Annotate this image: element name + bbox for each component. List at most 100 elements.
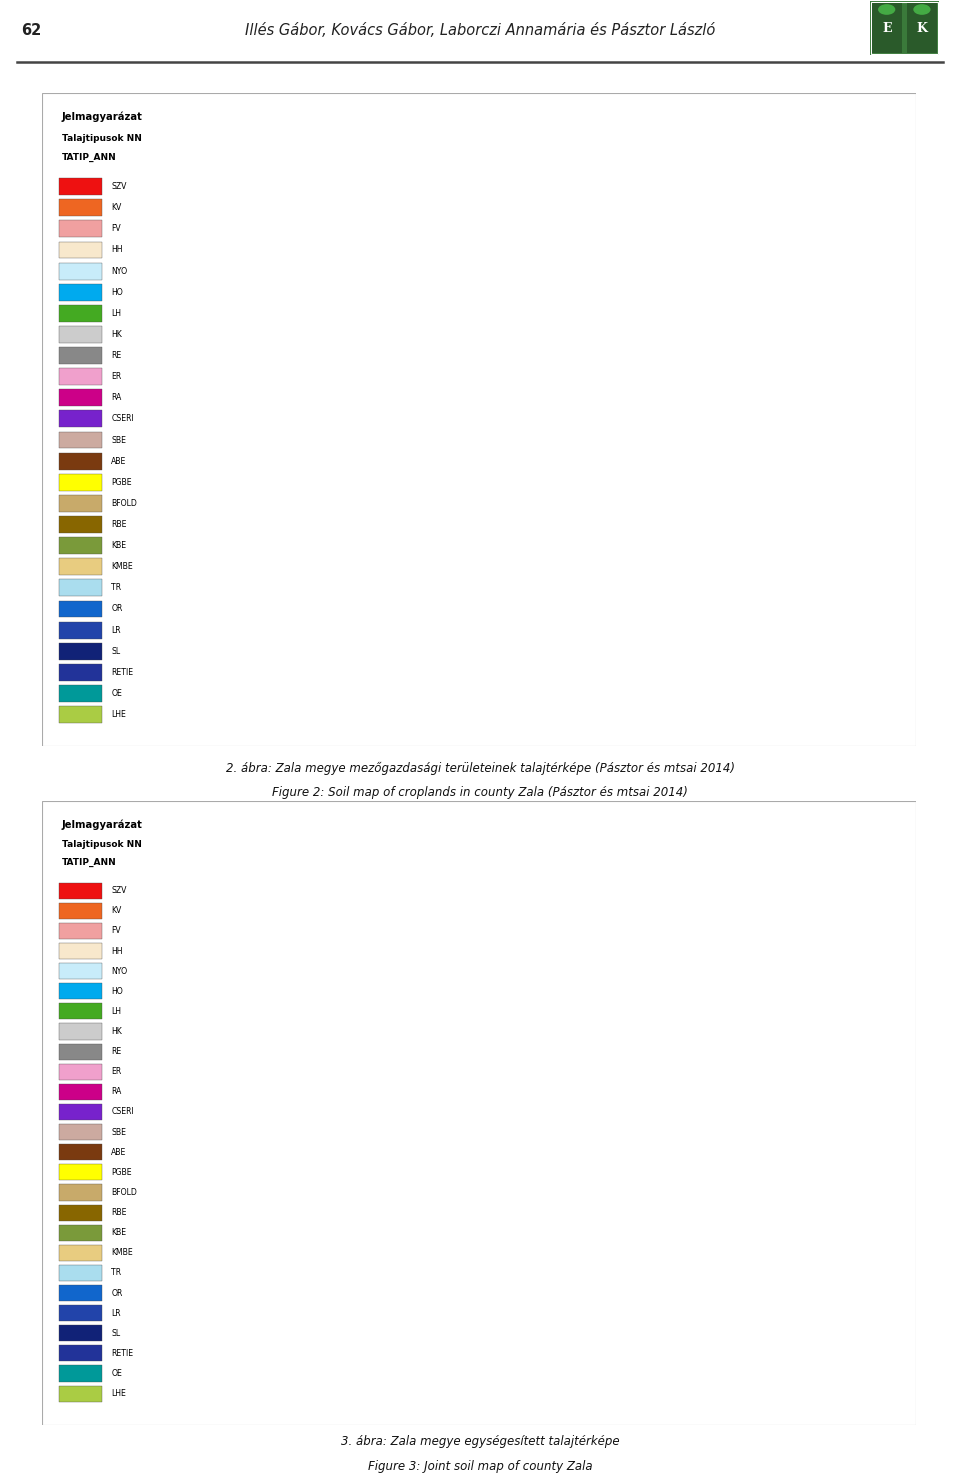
Text: PGBE: PGBE <box>111 1168 132 1177</box>
Text: LH: LH <box>111 309 121 318</box>
Bar <box>59 558 103 576</box>
Text: SBE: SBE <box>111 1128 126 1137</box>
Text: TR: TR <box>111 583 121 592</box>
Text: SZV: SZV <box>111 183 127 191</box>
Text: RE: RE <box>111 352 122 361</box>
Text: LHE: LHE <box>111 1389 126 1398</box>
Bar <box>59 1325 103 1342</box>
Bar <box>59 1144 103 1160</box>
Text: 62: 62 <box>21 24 41 39</box>
Bar <box>59 283 103 301</box>
Bar <box>59 942 103 959</box>
Text: RBE: RBE <box>111 519 127 528</box>
Text: LR: LR <box>111 1309 121 1318</box>
Text: BFOLD: BFOLD <box>111 1189 137 1198</box>
Text: SL: SL <box>111 1328 120 1337</box>
Text: Talajtipusok NN: Talajtipusok NN <box>61 840 141 849</box>
Bar <box>59 199 103 217</box>
Text: ER: ER <box>111 1067 122 1076</box>
Bar <box>59 1386 103 1402</box>
Text: KV: KV <box>111 907 122 916</box>
Bar <box>59 326 103 343</box>
Text: HH: HH <box>111 245 123 254</box>
Bar <box>59 902 103 919</box>
Bar <box>59 221 103 237</box>
Bar <box>59 963 103 979</box>
Bar <box>59 432 103 448</box>
Bar <box>59 601 103 617</box>
Text: PGBE: PGBE <box>111 478 132 487</box>
Text: SL: SL <box>111 647 120 656</box>
Text: CSERI: CSERI <box>111 414 134 423</box>
Text: HK: HK <box>111 1027 122 1036</box>
Bar <box>59 304 103 322</box>
Text: Talajtipusok NN: Talajtipusok NN <box>61 134 141 142</box>
Text: LH: LH <box>111 1008 121 1017</box>
Ellipse shape <box>878 4 896 15</box>
Text: HH: HH <box>111 947 123 956</box>
Text: TR: TR <box>111 1269 121 1278</box>
Text: KBE: KBE <box>111 542 127 551</box>
Text: ABE: ABE <box>111 457 127 466</box>
Text: Jelmagyarázat: Jelmagyarázat <box>61 111 142 122</box>
Bar <box>59 516 103 533</box>
Text: RE: RE <box>111 1048 122 1057</box>
Text: KBE: KBE <box>111 1229 127 1238</box>
Bar <box>59 1264 103 1281</box>
Bar <box>872 3 901 53</box>
Text: OR: OR <box>111 604 123 613</box>
Bar <box>59 1104 103 1120</box>
Text: OE: OE <box>111 1370 122 1379</box>
Text: CSERI: CSERI <box>111 1107 134 1116</box>
Bar <box>59 263 103 279</box>
Bar <box>59 686 103 702</box>
Bar <box>59 1123 103 1140</box>
Bar <box>59 1043 103 1060</box>
Text: FV: FV <box>111 224 121 233</box>
Text: RBE: RBE <box>111 1208 127 1217</box>
Text: HO: HO <box>111 987 123 996</box>
Bar <box>59 537 103 554</box>
Text: KMBE: KMBE <box>111 1248 132 1257</box>
Bar <box>59 1346 103 1361</box>
Text: RETIE: RETIE <box>111 1349 133 1358</box>
Bar <box>59 389 103 407</box>
Bar <box>59 1184 103 1201</box>
Bar <box>59 1224 103 1241</box>
Bar <box>59 1205 103 1221</box>
Text: RA: RA <box>111 393 122 402</box>
Bar <box>59 622 103 638</box>
Bar <box>59 242 103 258</box>
Text: Jelmagyarázat: Jelmagyarázat <box>61 819 142 830</box>
Text: BFOLD: BFOLD <box>111 499 137 508</box>
Text: KV: KV <box>111 203 122 212</box>
Text: RETIE: RETIE <box>111 668 133 677</box>
Bar <box>59 1024 103 1040</box>
Text: SBE: SBE <box>111 435 126 445</box>
Bar <box>59 663 103 681</box>
Text: 2. ábra: Zala megye mezőgazdasági területeinek talajtérképe (Pásztor és mtsai 20: 2. ábra: Zala megye mezőgazdasági terüle… <box>226 761 734 775</box>
Bar <box>59 923 103 939</box>
Text: OR: OR <box>111 1288 123 1297</box>
Bar <box>59 1285 103 1301</box>
Bar <box>59 643 103 659</box>
Bar <box>59 1245 103 1261</box>
Text: E: E <box>882 22 892 34</box>
Text: TATIP_ANN: TATIP_ANN <box>61 153 116 162</box>
Text: RA: RA <box>111 1088 122 1097</box>
Bar <box>59 453 103 469</box>
Bar <box>59 347 103 364</box>
Text: NYO: NYO <box>111 267 128 276</box>
Bar <box>59 1165 103 1180</box>
Bar <box>59 473 103 491</box>
Bar <box>59 1083 103 1100</box>
Text: Figure 2: Soil map of croplands in county Zala (Pásztor és mtsai 2014): Figure 2: Soil map of croplands in count… <box>272 785 688 798</box>
Text: SZV: SZV <box>111 886 127 895</box>
Bar <box>59 706 103 723</box>
Bar <box>59 411 103 427</box>
Text: FV: FV <box>111 926 121 935</box>
Bar <box>907 3 937 53</box>
Text: OE: OE <box>111 689 122 697</box>
Bar <box>59 178 103 194</box>
Bar <box>59 579 103 597</box>
